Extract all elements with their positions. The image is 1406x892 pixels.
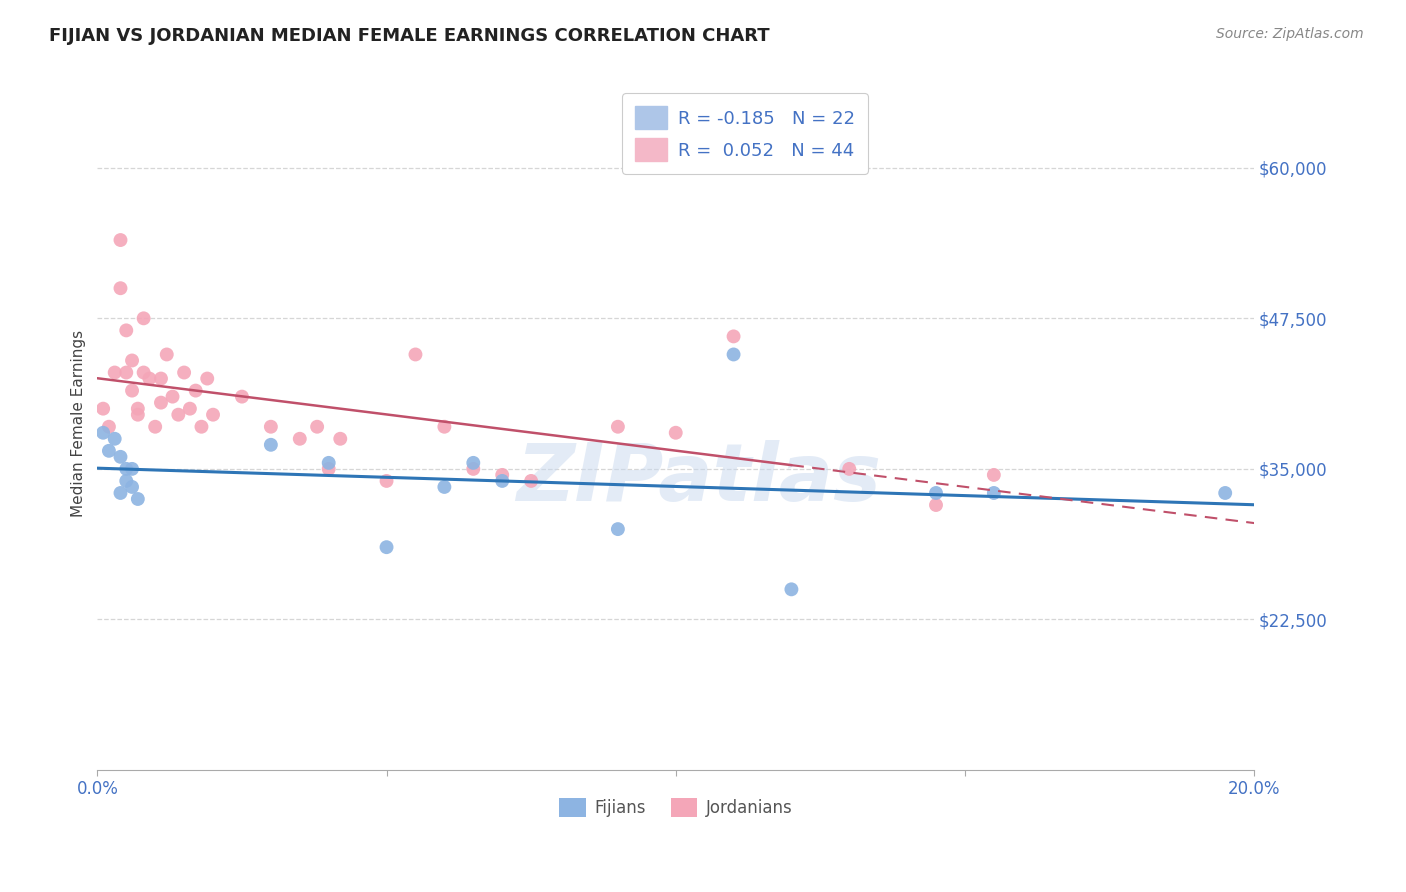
Point	[162, 390, 184, 404]
Point	[143, 419, 166, 434]
Point	[167, 408, 190, 422]
Point	[318, 462, 340, 476]
Point	[110, 450, 132, 464]
Point	[375, 474, 398, 488]
Point	[127, 408, 149, 422]
Point	[983, 486, 1005, 500]
Point	[433, 480, 456, 494]
Point	[433, 419, 456, 434]
Point	[149, 395, 172, 409]
Point	[288, 432, 311, 446]
Point	[190, 419, 212, 434]
Point	[115, 323, 138, 337]
Point	[307, 419, 329, 434]
Legend: Fijians, Jordanians: Fijians, Jordanians	[553, 791, 799, 824]
Point	[723, 329, 745, 343]
Point	[520, 474, 543, 488]
Point	[110, 281, 132, 295]
Point	[127, 491, 149, 506]
Point	[318, 456, 340, 470]
Point	[231, 390, 253, 404]
Point	[121, 462, 143, 476]
Text: FIJIAN VS JORDANIAN MEDIAN FEMALE EARNINGS CORRELATION CHART: FIJIAN VS JORDANIAN MEDIAN FEMALE EARNIN…	[49, 27, 770, 45]
Point	[97, 443, 120, 458]
Point	[91, 425, 114, 440]
Point	[138, 371, 160, 385]
Point	[121, 353, 143, 368]
Point	[121, 384, 143, 398]
Point	[149, 371, 172, 385]
Point	[463, 462, 485, 476]
Point	[260, 438, 283, 452]
Point	[173, 366, 195, 380]
Text: ZIPatlas: ZIPatlas	[516, 440, 882, 518]
Y-axis label: Median Female Earnings: Median Female Earnings	[72, 330, 86, 517]
Point	[110, 233, 132, 247]
Point	[132, 366, 155, 380]
Point	[780, 582, 803, 597]
Point	[132, 311, 155, 326]
Point	[838, 462, 860, 476]
Point	[127, 401, 149, 416]
Point	[983, 467, 1005, 482]
Point	[104, 432, 127, 446]
Point	[104, 366, 127, 380]
Point	[606, 419, 628, 434]
Point	[375, 540, 398, 554]
Point	[110, 486, 132, 500]
Point	[925, 486, 948, 500]
Point	[156, 347, 179, 361]
Point	[723, 347, 745, 361]
Point	[195, 371, 218, 385]
Point	[491, 467, 513, 482]
Point	[491, 474, 513, 488]
Text: Source: ZipAtlas.com: Source: ZipAtlas.com	[1216, 27, 1364, 41]
Point	[179, 401, 201, 416]
Point	[260, 419, 283, 434]
Point	[115, 366, 138, 380]
Point	[925, 498, 948, 512]
Point	[115, 462, 138, 476]
Point	[184, 384, 207, 398]
Point	[91, 401, 114, 416]
Point	[606, 522, 628, 536]
Point	[1213, 486, 1236, 500]
Point	[404, 347, 426, 361]
Point	[463, 456, 485, 470]
Point	[329, 432, 352, 446]
Point	[202, 408, 225, 422]
Point	[121, 480, 143, 494]
Point	[97, 419, 120, 434]
Point	[115, 474, 138, 488]
Point	[665, 425, 688, 440]
